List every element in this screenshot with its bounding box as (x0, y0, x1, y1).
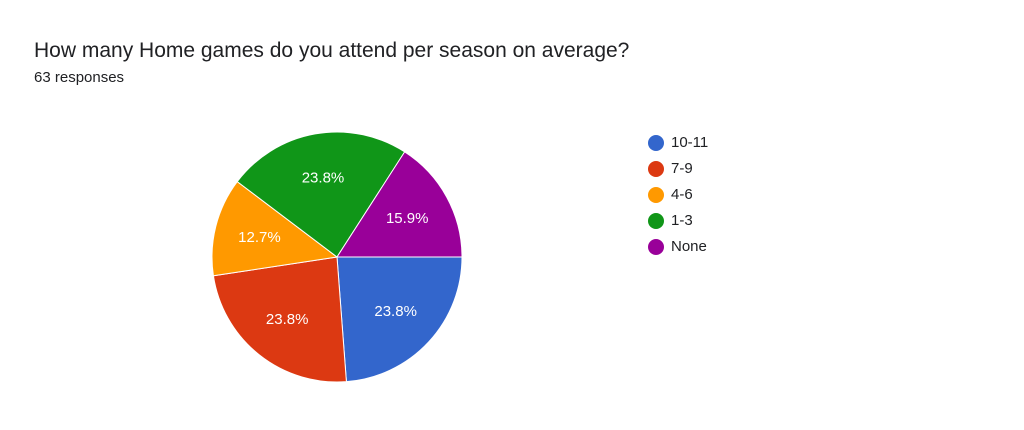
chart-title: How many Home games do you attend per se… (34, 39, 630, 62)
legend-swatch-icon (648, 161, 664, 177)
pie-slice-10-11[interactable] (336, 256, 463, 383)
legend-label: None (671, 238, 707, 255)
slice-label-7-9: 23.8% (266, 311, 309, 328)
slice-label-10-11: 23.8% (374, 303, 417, 320)
response-count: 63 responses (34, 69, 125, 86)
chart-legend: 10-11 7-9 4-6 1-3 None (648, 130, 708, 260)
legend-item-1-3[interactable]: 1-3 (648, 208, 708, 234)
legend-swatch-icon (648, 213, 664, 229)
pie-slice-4-6[interactable] (211, 180, 339, 277)
pie-slice-labels: 23.8% 23.8% 12.7% 23.8% 15.9% (238, 170, 428, 328)
pie-slice-None[interactable] (336, 151, 463, 258)
pie-slice-1-3[interactable] (236, 131, 406, 258)
legend-label: 4-6 (671, 186, 693, 203)
pie-slice-7-9[interactable] (212, 256, 347, 383)
legend-swatch-icon (648, 239, 664, 255)
slice-label-1-3: 23.8% (302, 170, 345, 187)
legend-label: 10-11 (671, 134, 709, 151)
legend-label: 1-3 (671, 212, 693, 229)
pie-slices (211, 131, 463, 383)
legend-swatch-icon (648, 135, 664, 151)
slice-label-4-6: 12.7% (238, 229, 281, 246)
legend-item-7-9[interactable]: 7-9 (648, 156, 708, 182)
legend-item-None[interactable]: None (648, 234, 708, 260)
legend-swatch-icon (648, 187, 664, 203)
legend-label: 7-9 (671, 160, 693, 177)
legend-item-4-6[interactable]: 4-6 (648, 182, 708, 208)
legend-item-10-11[interactable]: 10-11 (648, 130, 708, 156)
slice-label-None: 15.9% (386, 210, 429, 227)
